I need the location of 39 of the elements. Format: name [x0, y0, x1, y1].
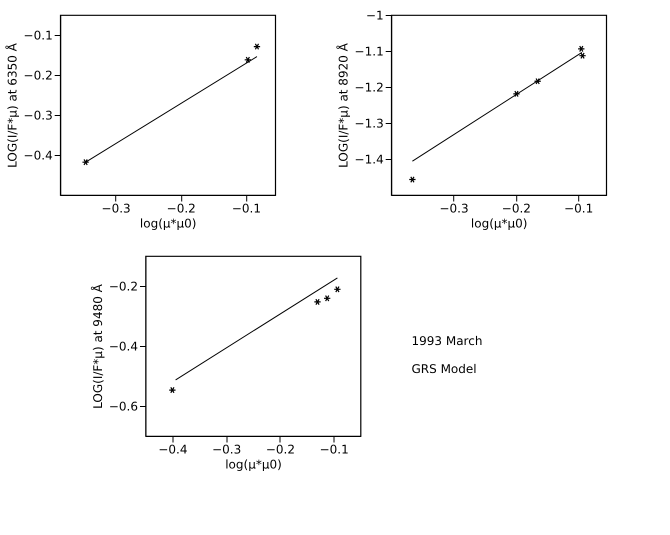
- x-axis-title: log(μ*μ0): [470, 216, 528, 230]
- y-tick-label: −0.2: [24, 68, 53, 82]
- y-tick-label: −0.1: [24, 28, 53, 42]
- point: [244, 56, 252, 64]
- point: [253, 43, 261, 50]
- point: [534, 78, 542, 85]
- y-axis-title: LOG(I/F*μ) at 8920 Å: [336, 42, 351, 168]
- y-tick-label: −1: [366, 8, 384, 22]
- x-tick-label: −0.1: [564, 202, 594, 216]
- point: [334, 286, 342, 293]
- point: [512, 90, 520, 98]
- text: GRS Model: [412, 362, 477, 376]
- point: [408, 176, 416, 183]
- y-tick-label: −0.3: [24, 108, 53, 122]
- x-axis-title: log(μ*μ0): [225, 458, 282, 472]
- y-axis-title: LOG(I/F*μ) at 6350 Å: [4, 42, 20, 168]
- x-tick-label: −0.3: [212, 442, 242, 456]
- x-axis-title: log(μ*μ0): [140, 216, 196, 230]
- y-tick-label: −1.3: [354, 116, 384, 130]
- text: 1993 March: [412, 334, 482, 348]
- x-tick-label: −0.2: [502, 202, 531, 216]
- y-tick-label: −0.4: [24, 148, 53, 162]
- y-tick-label: −0.2: [108, 280, 138, 294]
- x-tick-label: −0.2: [266, 442, 295, 456]
- x-tick-label: −0.3: [439, 202, 469, 216]
- x-tick-label: −0.1: [232, 202, 261, 216]
- y-tick-label: −1.4: [354, 152, 384, 166]
- point: [578, 45, 586, 52]
- y-tick-label: −0.4: [108, 340, 138, 354]
- x-tick-label: −0.4: [158, 442, 188, 456]
- y-tick-label: −1.2: [354, 80, 384, 94]
- y-tick-label: −0.6: [108, 400, 138, 414]
- point: [168, 386, 176, 394]
- point: [323, 294, 331, 302]
- y-tick-label: −1.1: [354, 44, 384, 58]
- x-tick-label: −0.2: [166, 202, 196, 216]
- y-axis-title: LOG(I/F*μ) at 9480 Å: [90, 283, 105, 409]
- point: [314, 298, 322, 306]
- x-tick-label: −0.1: [320, 442, 349, 456]
